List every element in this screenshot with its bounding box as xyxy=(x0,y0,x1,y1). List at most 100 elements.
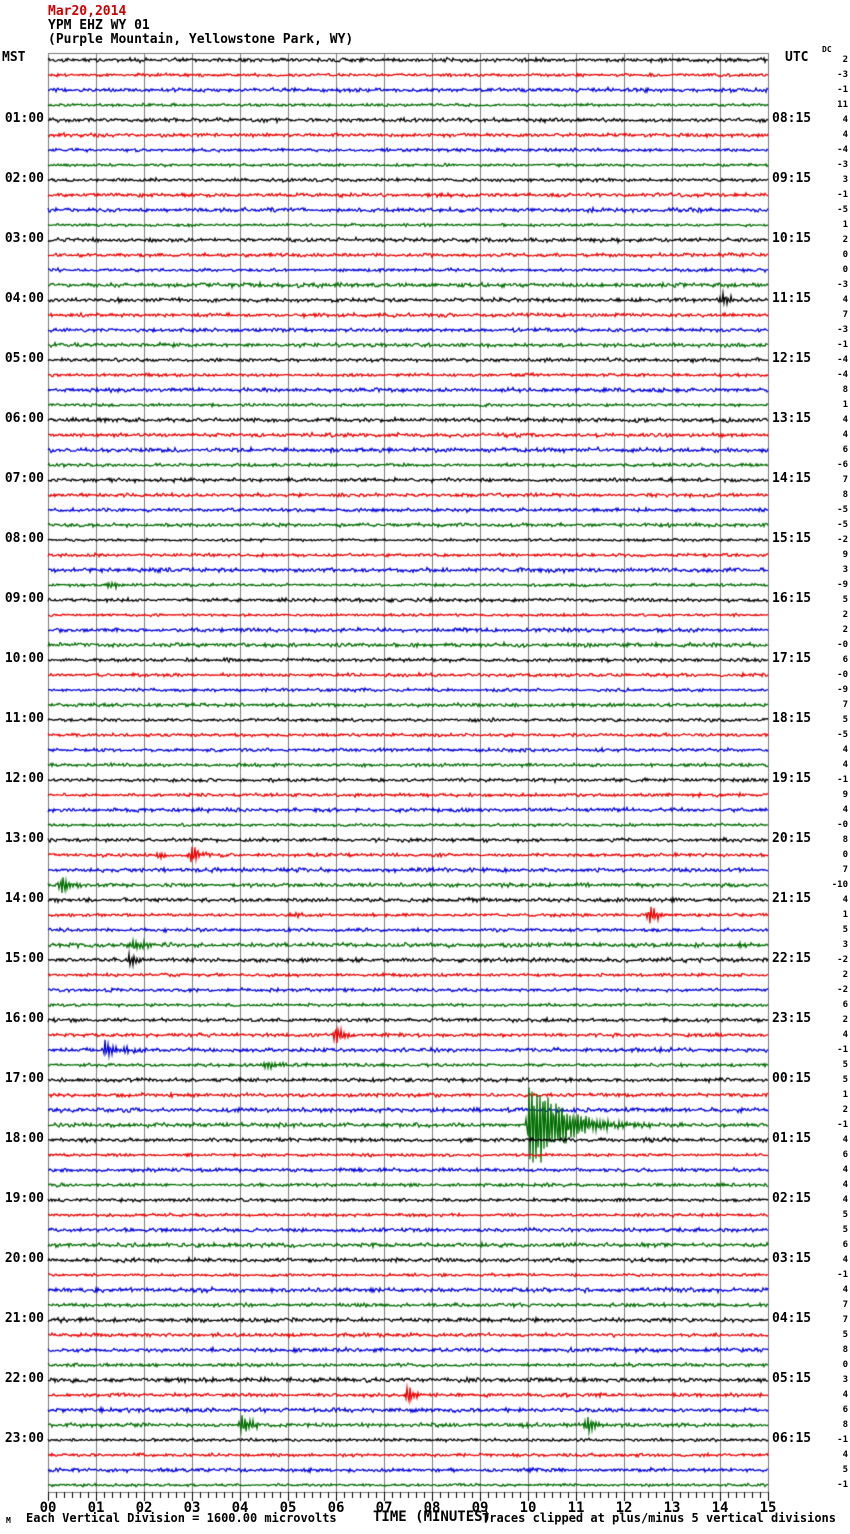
dc-offset-value: 3 xyxy=(842,565,848,575)
dc-offset-value: -2 xyxy=(837,985,848,995)
clip-note: Traces clipped at plus/minus 5 vertical … xyxy=(482,1511,837,1525)
hour-label-left: 17:00 xyxy=(4,1071,44,1086)
dc-offset-value: 4 xyxy=(842,1030,848,1040)
left-timezone-label: MST xyxy=(2,50,26,65)
dc-offset-value: 4 xyxy=(842,430,848,440)
hour-label-left: 12:00 xyxy=(4,771,44,786)
hour-label-left: 05:00 xyxy=(4,351,44,366)
hour-label-right: 22:15 xyxy=(772,951,812,966)
dc-offset-value: 1 xyxy=(842,910,848,920)
hour-label-left: 03:00 xyxy=(4,231,44,246)
hour-label-right: 08:15 xyxy=(772,111,812,126)
dc-offset-value: -10 xyxy=(831,880,848,890)
dc-offset-value: -4 xyxy=(837,145,848,155)
dc-offset-value: 0 xyxy=(842,1360,848,1370)
dc-offset-value: 5 xyxy=(842,1075,848,1085)
hour-label-right: 23:15 xyxy=(772,1011,812,1026)
dc-offset-value: 2 xyxy=(842,970,848,980)
dc-offset-value: -5 xyxy=(837,730,848,740)
dc-offset-value: 4 xyxy=(842,1390,848,1400)
hour-label-left: 09:00 xyxy=(4,591,44,606)
dc-offset-value: 5 xyxy=(842,595,848,605)
dc-offset-value: 6 xyxy=(842,655,848,665)
dc-offset-value: -2 xyxy=(837,955,848,965)
hour-label-left: 16:00 xyxy=(4,1011,44,1026)
hour-label-right: 00:15 xyxy=(772,1071,812,1086)
dc-offset-value: 7 xyxy=(842,1315,848,1325)
dc-offset-value: 6 xyxy=(842,1150,848,1160)
dc-offset-value: 1 xyxy=(842,400,848,410)
dc-offset-value: 5 xyxy=(842,1465,848,1475)
location-title: (Purple Mountain, Yellowstone Park, WY) xyxy=(48,32,354,47)
dc-offset-value: -0 xyxy=(837,640,848,650)
x-tick-label: 07 xyxy=(375,1500,393,1516)
x-tick-label: 11 xyxy=(567,1500,585,1516)
dc-offset-value: 3 xyxy=(842,940,848,950)
dc-offset-value: 2 xyxy=(842,1105,848,1115)
x-tick-label: 14 xyxy=(711,1500,729,1516)
x-tick-label: 03 xyxy=(183,1500,201,1516)
dc-offset-value: 1 xyxy=(842,220,848,230)
x-tick-label: 10 xyxy=(519,1500,537,1516)
hour-label-right: 20:15 xyxy=(772,831,812,846)
hour-label-right: 16:15 xyxy=(772,591,812,606)
dc-offset-value: 8 xyxy=(842,835,848,845)
x-tick-label: 12 xyxy=(615,1500,633,1516)
hour-label-left: 02:00 xyxy=(4,171,44,186)
dc-offset-value: -0 xyxy=(837,820,848,830)
hour-label-right: 19:15 xyxy=(772,771,812,786)
hour-label-left: 20:00 xyxy=(4,1251,44,1266)
x-tick-label: 08 xyxy=(423,1500,441,1516)
hour-label-right: 02:15 xyxy=(772,1191,812,1206)
hour-label-right: 05:15 xyxy=(772,1371,812,1386)
dc-offset-value: 8 xyxy=(842,490,848,500)
hour-label-left: 01:00 xyxy=(4,111,44,126)
dc-offset-value: 4 xyxy=(842,760,848,770)
dc-offset-value: 7 xyxy=(842,310,848,320)
x-tick-label: 09 xyxy=(471,1500,489,1516)
dc-offset-value: -6 xyxy=(837,460,848,470)
dc-offset-value: 11 xyxy=(837,100,848,110)
hour-label-left: 19:00 xyxy=(4,1191,44,1206)
hour-label-left: 11:00 xyxy=(4,711,44,726)
x-tick-label: 06 xyxy=(327,1500,345,1516)
dc-offset-value: 1 xyxy=(842,1090,848,1100)
dc-offset-value: 0 xyxy=(842,850,848,860)
dc-offset-value: 6 xyxy=(842,445,848,455)
dc-offset-value: -1 xyxy=(837,190,848,200)
hour-label-left: 23:00 xyxy=(4,1431,44,1446)
dc-offset-value: -1 xyxy=(837,1120,848,1130)
dc-offset-value: 2 xyxy=(842,625,848,635)
dc-offset-value: -4 xyxy=(837,370,848,380)
dc-offset-value: -3 xyxy=(837,160,848,170)
dc-offset-value: 6 xyxy=(842,1240,848,1250)
hour-label-left: 22:00 xyxy=(4,1371,44,1386)
right-timezone-label: UTC xyxy=(785,50,809,65)
dc-offset-value: 5 xyxy=(842,925,848,935)
dc-offset-value: -2 xyxy=(837,535,848,545)
dc-offset-column-label: DC xyxy=(822,45,832,54)
x-tick-label: 00 xyxy=(39,1500,57,1516)
dc-offset-value: -1 xyxy=(837,1270,848,1280)
scale-note: Each Vertical Division = 1600.00 microvo… xyxy=(26,1511,337,1525)
dc-offset-value: 5 xyxy=(842,1225,848,1235)
dc-offset-value: 7 xyxy=(842,1300,848,1310)
dc-offset-value: -0 xyxy=(837,670,848,680)
hour-label-left: 14:00 xyxy=(4,891,44,906)
dc-offset-value: -9 xyxy=(837,685,848,695)
dc-offset-value: 2 xyxy=(842,610,848,620)
dc-offset-value: 4 xyxy=(842,745,848,755)
dc-offset-value: 7 xyxy=(842,475,848,485)
hour-label-right: 09:15 xyxy=(772,171,812,186)
dc-offset-value: 5 xyxy=(842,1060,848,1070)
hour-label-right: 12:15 xyxy=(772,351,812,366)
dc-offset-value: 9 xyxy=(842,790,848,800)
dc-offset-value: -5 xyxy=(837,205,848,215)
dc-offset-value: -5 xyxy=(837,520,848,530)
x-tick-label: 02 xyxy=(135,1500,153,1516)
dc-offset-value: -3 xyxy=(837,70,848,80)
dc-offset-value: 8 xyxy=(842,1420,848,1430)
dc-offset-value: -3 xyxy=(837,325,848,335)
dc-offset-value: 2 xyxy=(842,235,848,245)
